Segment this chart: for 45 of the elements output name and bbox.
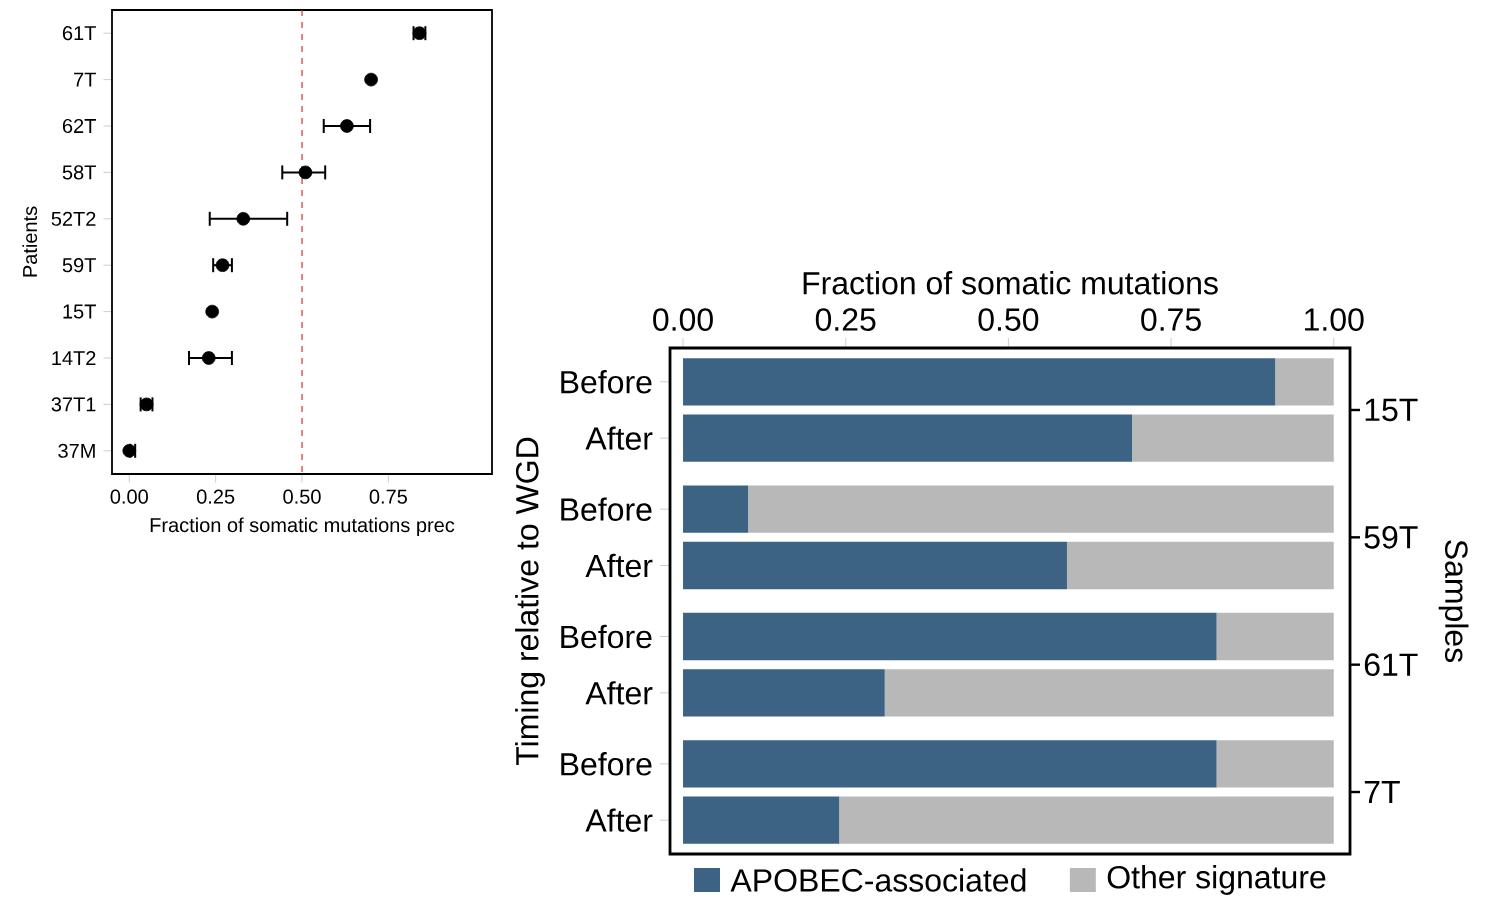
x-tick-label: 0.25 — [196, 489, 235, 504]
text: 15T — [1365, 398, 1418, 422]
y-tick-label: 52T2 — [51, 211, 96, 226]
y-tick-label: Before — [561, 370, 652, 394]
point — [364, 72, 378, 87]
x-axis-title: Fraction of somatic mutations — [803, 271, 1218, 295]
y-tick-label: 58T — [62, 165, 96, 180]
text: 7T — [1364, 781, 1400, 804]
y-tick-label: 62T — [62, 118, 96, 134]
y-tick-label: 37M — [58, 443, 95, 458]
y2-axis-title: Samples — [1438, 540, 1469, 663]
text: 61T — [1364, 653, 1418, 677]
x-tick-label: 0.75 — [369, 489, 407, 504]
y-tick-label: Before — [561, 624, 652, 649]
x-tick-label: 0.00 — [653, 308, 713, 331]
point — [201, 351, 216, 365]
point — [236, 212, 251, 226]
y-axis-title: Timing relative to WGD — [515, 437, 545, 766]
y-tick-label: 14T2 — [52, 351, 96, 365]
point — [122, 443, 137, 458]
x-tick-label: 0.50 — [283, 489, 321, 504]
point — [298, 165, 313, 180]
y-tick-label: 37T1 — [51, 397, 96, 412]
y-tick-label: Before — [561, 497, 652, 521]
x-tick-label: 1.00 — [1305, 308, 1364, 331]
y-tick-label: Before — [561, 752, 652, 776]
text: 59T — [1364, 526, 1418, 549]
point — [205, 304, 219, 319]
y-tick-label: 7T — [74, 72, 96, 87]
legend-label: APOBEC-associated — [730, 868, 1026, 892]
y-axis-title: Patients — [22, 206, 38, 277]
y-tick-label: 59T — [62, 258, 96, 273]
y-tick-label: After — [585, 553, 653, 578]
x-tick-label: 0.75 — [1141, 308, 1201, 331]
x-tick-label: 0.00 — [110, 489, 148, 504]
x-tick-label: 0.25 — [815, 308, 876, 331]
point — [340, 119, 354, 133]
y-tick-label: After — [585, 426, 653, 450]
y-tick-label: After — [585, 681, 653, 705]
x-axis-title: Fraction of somatic mutations prec — [150, 517, 455, 537]
y-tick-label: 15T — [63, 304, 96, 319]
y-tick-label: 61T — [62, 26, 96, 41]
x-tick-label: 0.50 — [978, 308, 1039, 331]
legend-label: Other signature — [1107, 865, 1326, 895]
y-tick-label: After — [585, 808, 653, 832]
